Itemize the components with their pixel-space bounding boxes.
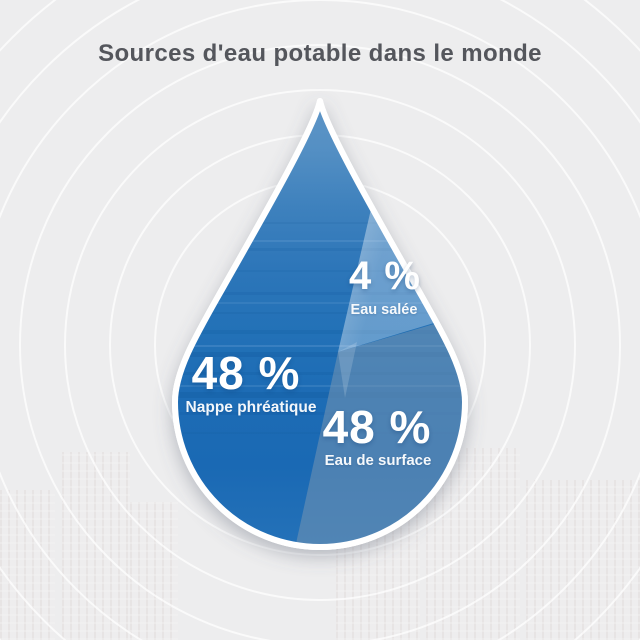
value-eau-de-surface: 48 %: [322, 401, 432, 453]
page-title: Sources d'eau potable dans le monde: [98, 40, 542, 67]
label-eau-de-surface: Eau de surface: [324, 452, 432, 469]
gloss-seam: [338, 342, 357, 398]
background-building: [526, 480, 640, 640]
label-nappe-phreatique: Nappe phréatique: [185, 399, 317, 416]
value-nappe-phreatique: 48 %: [191, 347, 301, 399]
water-drop-rim: [172, 98, 468, 550]
label-eau-salee: Eau salée: [350, 302, 418, 318]
background-building: [0, 490, 55, 640]
water-ripples: [175, 222, 465, 434]
value-eau-salee: 4 %: [349, 254, 421, 298]
